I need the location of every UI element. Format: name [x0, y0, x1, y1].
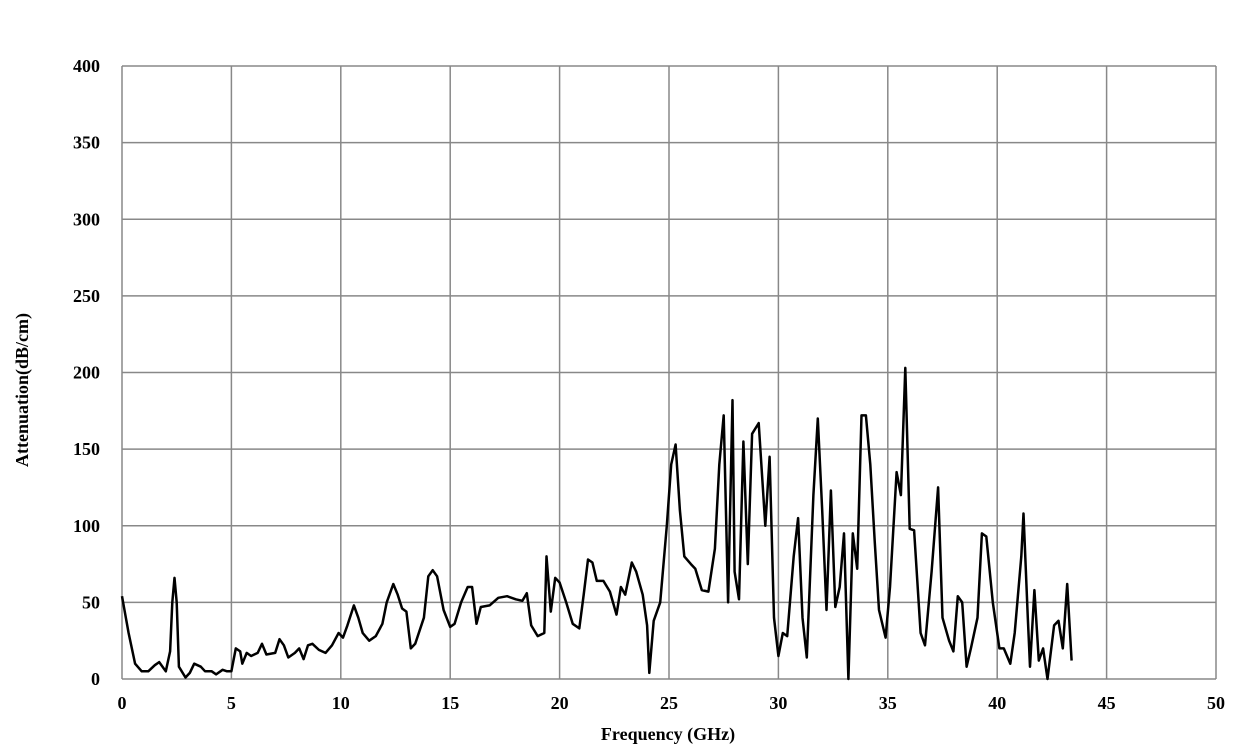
y-tick-label: 150	[73, 439, 100, 459]
x-tick-label: 5	[227, 693, 236, 713]
x-tick-label: 30	[769, 693, 787, 713]
y-tick-label: 50	[82, 592, 100, 612]
x-tick-label: 35	[879, 693, 897, 713]
y-tick-label: 200	[73, 363, 100, 383]
x-axis-label: Frequency (GHz)	[601, 724, 735, 745]
x-tick-label: 25	[660, 693, 678, 713]
x-tick-label: 10	[332, 693, 350, 713]
x-tick-label: 0	[118, 693, 127, 713]
y-axis-label: Attenuation(dB/cm)	[12, 313, 33, 467]
x-tick-label: 50	[1207, 693, 1225, 713]
x-tick-label: 45	[1098, 693, 1116, 713]
y-tick-label: 0	[91, 669, 100, 689]
y-tick-label: 100	[73, 516, 100, 536]
data-line	[120, 366, 1073, 681]
y-tick-label: 350	[73, 133, 100, 153]
y-tick-label: 300	[73, 209, 100, 229]
y-tick-label: 400	[73, 56, 100, 76]
x-tick-label: 15	[441, 693, 459, 713]
x-tick-label: 20	[551, 693, 569, 713]
x-tick-label: 40	[988, 693, 1006, 713]
y-tick-label: 250	[73, 286, 100, 306]
